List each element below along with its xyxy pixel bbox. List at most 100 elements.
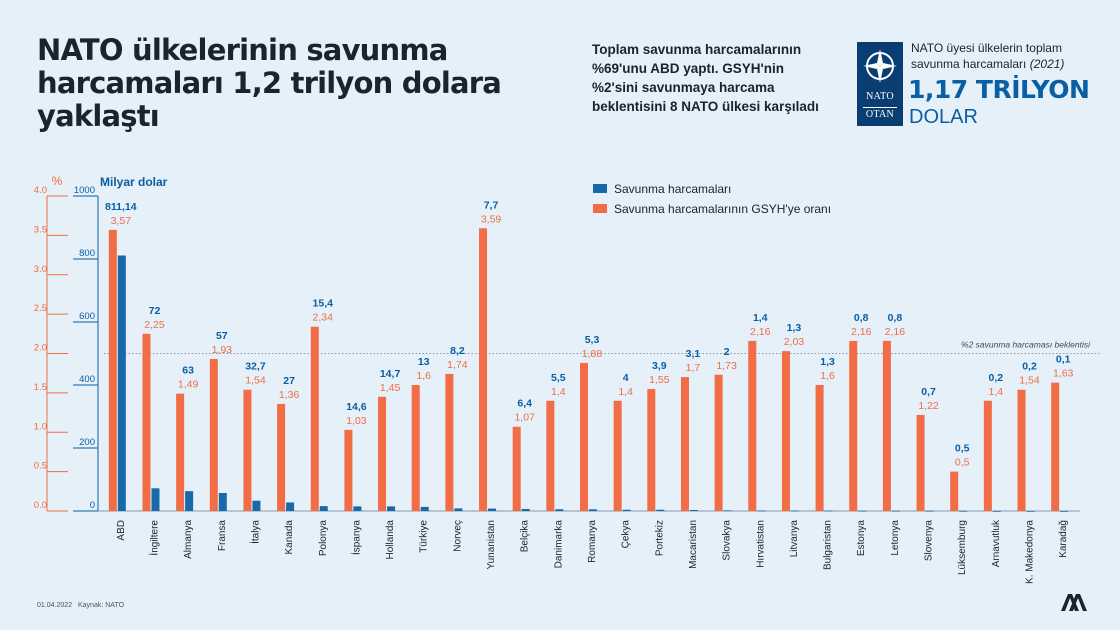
data-label-defense-spending: 3,1 bbox=[686, 348, 701, 360]
intro-text: Toplam savunma harcamalarının %69'unu AB… bbox=[592, 42, 819, 114]
bar-defense-spending bbox=[656, 509, 665, 511]
pct-tick-label: 1.5 bbox=[34, 382, 47, 393]
pct-tick-label: 4.0 bbox=[34, 185, 47, 196]
data-label-defense-spending: 0,5 bbox=[955, 443, 970, 455]
data-label-gdp-ratio: 1,7 bbox=[686, 362, 701, 374]
data-label-defense-spending: 15,4 bbox=[313, 298, 334, 310]
pct-tick-label: 3.0 bbox=[34, 264, 47, 275]
category-label: Arnavutluk bbox=[991, 519, 1002, 567]
total-unit: DOLAR bbox=[909, 106, 978, 128]
category-label: Slovakya bbox=[722, 520, 733, 561]
category-label: Belçika bbox=[520, 520, 531, 553]
legend-defense-spending: Savunma harcamaları bbox=[614, 182, 731, 196]
bar-gdp-ratio bbox=[479, 228, 488, 511]
data-label-defense-spending: 5,3 bbox=[585, 334, 600, 346]
data-label-gdp-ratio: 3,57 bbox=[111, 215, 132, 227]
data-label-defense-spending: 0,2 bbox=[1022, 361, 1037, 373]
category-label: İtalya bbox=[248, 520, 261, 544]
usd-tick-label: 0 bbox=[90, 500, 95, 511]
data-label-defense-spending: 8,2 bbox=[450, 345, 465, 357]
legend-gdp-ratio: Savunma harcamalarının GSYH'ye oranı bbox=[614, 202, 831, 216]
category-label: İspanya bbox=[349, 520, 362, 555]
data-label-gdp-ratio: 2,34 bbox=[313, 312, 334, 324]
bar-defense-spending bbox=[387, 506, 396, 511]
bar-gdp-ratio bbox=[277, 403, 286, 511]
bar-gdp-ratio bbox=[680, 377, 689, 511]
bar-defense-spending bbox=[689, 510, 698, 511]
data-label-gdp-ratio: 1,4 bbox=[551, 386, 566, 398]
data-label-gdp-ratio: 3,59 bbox=[481, 213, 502, 225]
category-label: Lüksemburg bbox=[957, 520, 968, 575]
category-label: Fransa bbox=[217, 520, 228, 552]
bar-gdp-ratio bbox=[781, 351, 790, 511]
data-label-gdp-ratio: 2,16 bbox=[851, 326, 872, 338]
data-label-gdp-ratio: 1,73 bbox=[716, 360, 737, 372]
data-label-defense-spending: 0,7 bbox=[921, 386, 936, 398]
data-label-gdp-ratio: 1,45 bbox=[380, 382, 401, 394]
category-label: Kanada bbox=[284, 520, 295, 555]
data-label-gdp-ratio: 2,03 bbox=[784, 336, 805, 348]
data-label-gdp-ratio: 1,93 bbox=[212, 344, 233, 356]
category-label: Bulgaristan bbox=[823, 520, 834, 570]
pct-axis-label: % bbox=[52, 174, 63, 188]
bar-gdp-ratio bbox=[714, 374, 723, 511]
bar-gdp-ratio bbox=[647, 388, 656, 511]
category-label: Portekiz bbox=[654, 520, 665, 556]
bar-defense-spending bbox=[454, 508, 463, 511]
otan-word: OTAN bbox=[865, 109, 895, 120]
bar-gdp-ratio bbox=[815, 385, 824, 511]
usd-axis-label: Milyar dolar bbox=[100, 175, 168, 189]
category-label: Türkiye bbox=[419, 520, 430, 553]
legend-gdp-ratio-swatch bbox=[593, 204, 607, 213]
category-label: Letonya bbox=[890, 520, 901, 556]
category-label: Çekya bbox=[621, 520, 632, 549]
usd-tick-label: 400 bbox=[79, 374, 95, 385]
footer-source: Kaynak: NATO bbox=[78, 602, 125, 609]
data-label-defense-spending: 811,14 bbox=[105, 201, 137, 213]
bar-defense-spending bbox=[959, 510, 968, 512]
bar-defense-spending bbox=[1026, 510, 1035, 512]
bar-gdp-ratio bbox=[512, 426, 521, 511]
data-label-defense-spending: 4 bbox=[623, 372, 629, 384]
bar-defense-spending bbox=[992, 510, 1001, 512]
category-label: Macaristan bbox=[688, 520, 699, 569]
bar-gdp-ratio bbox=[1051, 382, 1060, 511]
bar-defense-spending bbox=[420, 506, 429, 511]
bar-defense-spending bbox=[790, 510, 799, 512]
data-label-gdp-ratio: 1,4 bbox=[989, 386, 1004, 398]
reference-line-label: %2 savunma harcaması beklentisi bbox=[961, 340, 1091, 350]
data-label-defense-spending: 1,3 bbox=[820, 356, 835, 368]
category-label: Danimarka bbox=[553, 520, 564, 569]
data-label-gdp-ratio: 1,4 bbox=[618, 386, 633, 398]
data-label-gdp-ratio: 1,36 bbox=[279, 389, 300, 401]
bar-gdp-ratio bbox=[142, 333, 151, 511]
category-label: Norveç bbox=[452, 520, 463, 552]
category-label: İngiltere bbox=[147, 520, 160, 556]
bar-defense-spending bbox=[858, 510, 867, 512]
data-label-defense-spending: 0,2 bbox=[989, 372, 1004, 384]
category-label: Estonya bbox=[856, 520, 867, 557]
data-label-gdp-ratio: 2,16 bbox=[750, 326, 771, 338]
data-label-defense-spending: 0,1 bbox=[1056, 354, 1071, 366]
bar-defense-spending bbox=[252, 500, 261, 511]
bar-gdp-ratio bbox=[950, 471, 959, 511]
category-label: ABD bbox=[116, 520, 127, 541]
pct-tick-label: 3.5 bbox=[34, 224, 47, 235]
bar-defense-spending bbox=[488, 508, 497, 511]
data-label-defense-spending: 1,3 bbox=[787, 322, 802, 334]
data-label-defense-spending: 7,7 bbox=[484, 199, 499, 211]
bar-defense-spending bbox=[521, 508, 530, 511]
data-label-defense-spending: 32,7 bbox=[245, 361, 266, 373]
usd-tick-label: 200 bbox=[79, 437, 95, 448]
bar-defense-spending bbox=[757, 510, 766, 512]
bar-defense-spending bbox=[555, 509, 564, 511]
nato-logo: NATO OTAN bbox=[857, 42, 903, 126]
bar-gdp-ratio bbox=[1017, 389, 1026, 511]
usd-tick-label: 1000 bbox=[74, 185, 95, 196]
bar-gdp-ratio bbox=[243, 389, 252, 511]
data-label-defense-spending: 3,9 bbox=[652, 360, 667, 372]
category-label: Karadağ bbox=[1058, 520, 1069, 558]
bar-defense-spending bbox=[824, 510, 833, 512]
bar-gdp-ratio bbox=[209, 359, 218, 511]
total-value: 1,17 TRİLYON bbox=[908, 75, 1090, 104]
